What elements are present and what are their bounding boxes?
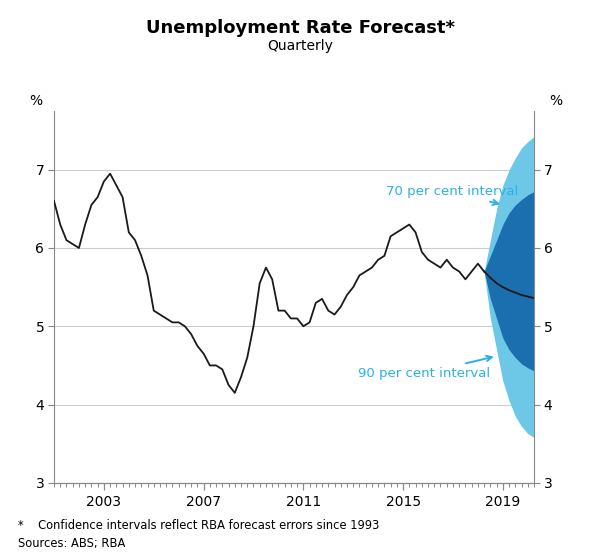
Text: Quarterly: Quarterly (267, 39, 333, 53)
Text: %: % (549, 94, 562, 108)
Text: *    Confidence intervals reflect RBA forecast errors since 1993: * Confidence intervals reflect RBA forec… (18, 519, 379, 532)
Text: 70 per cent interval: 70 per cent interval (386, 185, 518, 205)
Text: 90 per cent interval: 90 per cent interval (358, 356, 492, 380)
Text: %: % (29, 94, 42, 108)
Text: Unemployment Rate Forecast*: Unemployment Rate Forecast* (146, 19, 455, 37)
Text: Sources: ABS; RBA: Sources: ABS; RBA (18, 537, 125, 550)
